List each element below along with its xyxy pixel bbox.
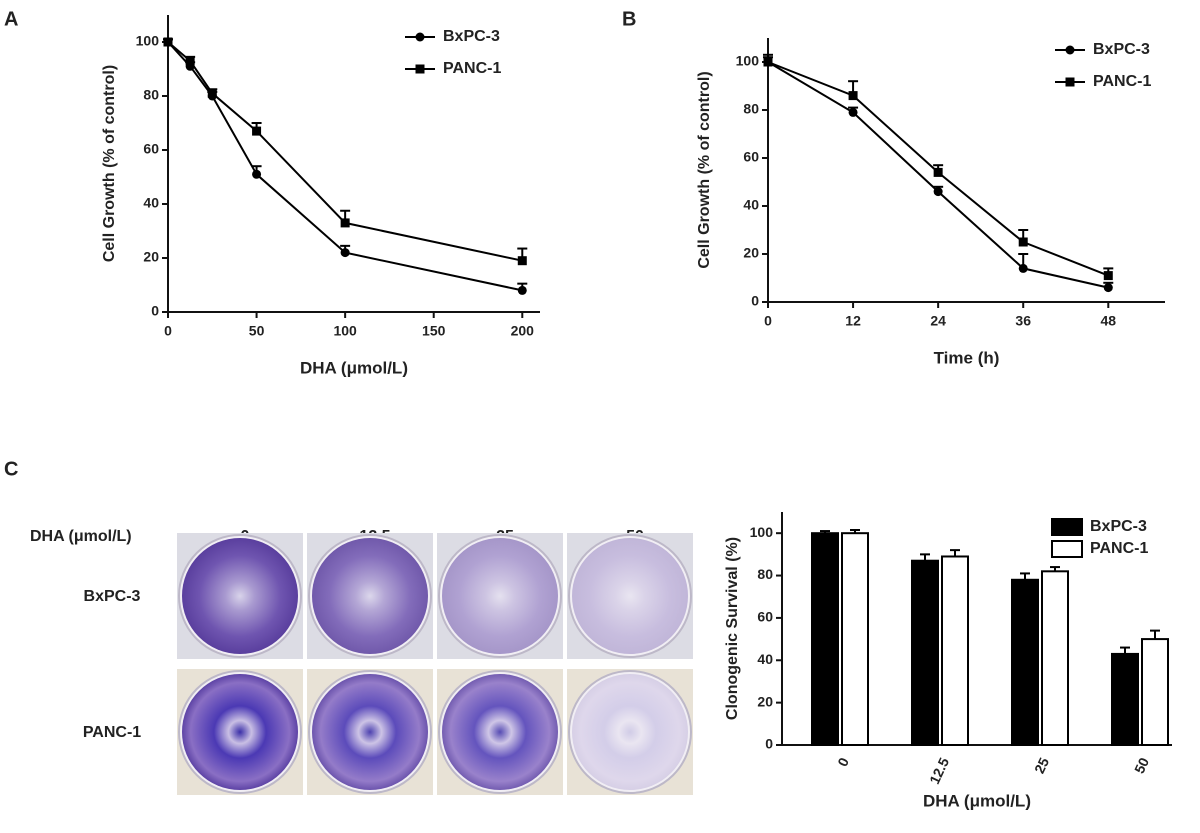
bar [911, 559, 939, 747]
bar [811, 532, 839, 746]
x-tick-label: 12 [845, 313, 861, 329]
bar [1111, 652, 1139, 746]
dish [572, 538, 688, 654]
panel-label: C [4, 458, 18, 480]
x-tick-label: 36 [1015, 313, 1031, 329]
x-tick-label: 0 [764, 313, 772, 329]
marker [340, 218, 350, 228]
dish [312, 538, 428, 654]
marker [163, 37, 173, 47]
bar [1141, 638, 1169, 746]
y-tick-label: 0 [151, 303, 159, 319]
marker [1103, 271, 1113, 281]
y-axis-label: Cell Growth (% of control) [696, 71, 713, 268]
legend-label: PANC-1 [1090, 540, 1148, 557]
marker [848, 91, 858, 101]
marker [517, 285, 527, 295]
dish [442, 674, 558, 790]
dish [442, 538, 558, 654]
y-axis-label: Clonogenic Survival (%) [724, 537, 741, 720]
y-tick-label: 60 [143, 141, 159, 157]
legend-swatch [1051, 518, 1083, 536]
legend-label: PANC-1 [1093, 73, 1151, 90]
legend-marker [415, 32, 425, 42]
panel-label: A [4, 8, 18, 30]
y-tick-label: 100 [736, 53, 760, 69]
row-label: BxPC-3 [84, 588, 141, 605]
x-tick-label: 24 [930, 313, 946, 329]
marker [207, 88, 217, 98]
error-bar [950, 549, 960, 557]
marker [933, 187, 943, 197]
x-tick-label: 25 [1031, 755, 1052, 776]
marker [763, 57, 773, 67]
y-tick-label: 40 [743, 197, 759, 213]
x-tick-label: 50 [1131, 755, 1152, 776]
error-bar [1150, 629, 1160, 640]
dish [312, 674, 428, 790]
error-bar [1120, 646, 1130, 654]
legend-marker [1065, 77, 1075, 87]
y-tick-label: 40 [143, 195, 159, 211]
x-axis-label: Time (h) [934, 348, 1000, 367]
x-tick-label: 150 [422, 323, 446, 339]
dish [182, 538, 298, 654]
y-tick-label: 20 [743, 245, 759, 261]
x-tick-label: 0 [164, 323, 172, 339]
legend-marker [415, 64, 425, 74]
bar [841, 532, 869, 746]
y-tick-label: 20 [143, 249, 159, 265]
error-bar [920, 553, 930, 561]
y-tick-label: 20 [757, 693, 773, 709]
y-tick-label: 100 [750, 524, 774, 540]
row-label: PANC-1 [83, 724, 141, 741]
x-tick-label: 0 [834, 755, 852, 769]
bar [1041, 570, 1069, 746]
x-tick-label: 12.5 [926, 755, 952, 787]
x-tick-label: 200 [511, 323, 535, 339]
marker [1103, 283, 1113, 293]
legend-label: BxPC-3 [443, 28, 500, 45]
legend-label: BxPC-3 [1090, 518, 1147, 535]
bar [941, 555, 969, 746]
x-tick-label: 50 [249, 323, 265, 339]
marker [933, 167, 943, 177]
marker [252, 169, 262, 179]
dish [182, 674, 298, 790]
marker [517, 256, 527, 266]
marker [185, 56, 195, 66]
y-tick-label: 100 [136, 33, 160, 49]
y-axis-label: Cell Growth (% of control) [101, 65, 118, 262]
panel-label: B [622, 8, 636, 30]
y-tick-label: 0 [751, 293, 759, 309]
y-tick-label: 40 [757, 651, 773, 667]
y-tick-label: 80 [757, 566, 773, 582]
legend-label: PANC-1 [443, 60, 501, 77]
legend-marker [1065, 45, 1075, 55]
x-axis-label: DHA (μmol/L) [300, 358, 408, 377]
marker [340, 248, 350, 258]
x-tick-label: 48 [1100, 313, 1116, 329]
error-bar [1020, 572, 1030, 580]
marker [1018, 237, 1028, 247]
dish [572, 674, 688, 790]
y-tick-label: 80 [743, 101, 759, 117]
dish-header: DHA (μmol/L) [30, 528, 132, 545]
bar [1011, 578, 1039, 746]
marker [252, 126, 262, 136]
legend-swatch [1051, 540, 1083, 558]
marker [848, 107, 858, 117]
y-tick-label: 80 [143, 87, 159, 103]
x-tick-label: 100 [333, 323, 357, 339]
marker [1018, 263, 1028, 273]
y-tick-label: 60 [743, 149, 759, 165]
x-axis-label: DHA (μmol/L) [923, 791, 1031, 810]
y-tick-label: 0 [765, 736, 773, 752]
legend-label: BxPC-3 [1093, 41, 1150, 58]
y-tick-label: 60 [757, 609, 773, 625]
